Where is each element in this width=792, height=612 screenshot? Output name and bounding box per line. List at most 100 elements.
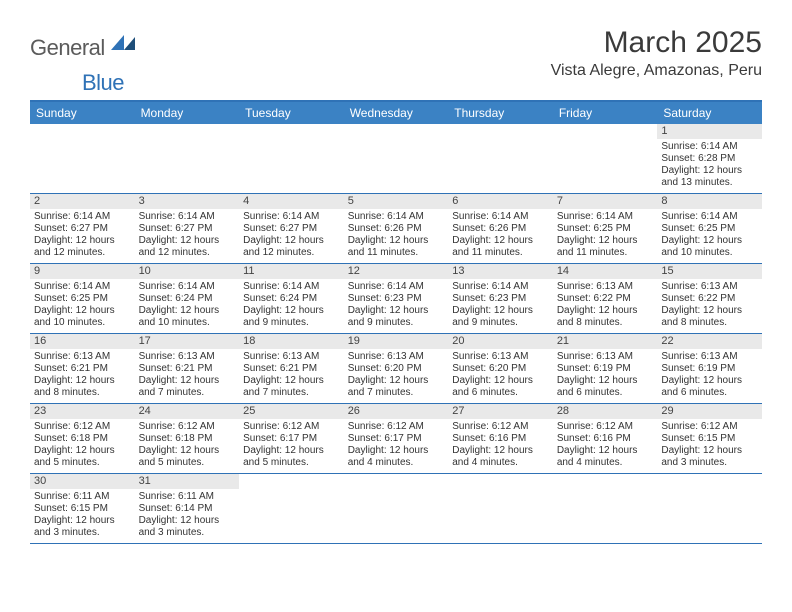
day-number: 3	[135, 194, 240, 209]
day-body: Sunrise: 6:14 AMSunset: 6:26 PMDaylight:…	[344, 209, 449, 263]
calendar-day-cell: 31Sunrise: 6:11 AMSunset: 6:14 PMDayligh…	[135, 474, 240, 544]
sunrise-text: Sunrise: 6:14 AM	[139, 281, 236, 293]
calendar-day-cell: 8Sunrise: 6:14 AMSunset: 6:25 PMDaylight…	[657, 194, 762, 264]
day-number: 1	[657, 124, 762, 139]
sunset-text: Sunset: 6:19 PM	[661, 363, 758, 375]
day-number: 18	[239, 334, 344, 349]
calendar-day-cell: 24Sunrise: 6:12 AMSunset: 6:18 PMDayligh…	[135, 404, 240, 474]
logo-text-blue: Blue	[82, 70, 124, 96]
sunrise-text: Sunrise: 6:13 AM	[661, 351, 758, 363]
sunrise-text: Sunrise: 6:14 AM	[661, 141, 758, 153]
sunset-text: Sunset: 6:23 PM	[452, 293, 549, 305]
daylight-text: Daylight: 12 hours and 5 minutes.	[139, 445, 236, 469]
calendar-day-cell: 26Sunrise: 6:12 AMSunset: 6:17 PMDayligh…	[344, 404, 449, 474]
day-body: Sunrise: 6:12 AMSunset: 6:17 PMDaylight:…	[239, 419, 344, 473]
day-number: 25	[239, 404, 344, 419]
calendar-day-cell: 3Sunrise: 6:14 AMSunset: 6:27 PMDaylight…	[135, 194, 240, 264]
sunset-text: Sunset: 6:25 PM	[34, 293, 131, 305]
calendar-day-cell: .....	[553, 124, 658, 194]
day-body: Sunrise: 6:13 AMSunset: 6:21 PMDaylight:…	[30, 349, 135, 403]
calendar-week-row: 9Sunrise: 6:14 AMSunset: 6:25 PMDaylight…	[30, 264, 762, 334]
day-number: 16	[30, 334, 135, 349]
sunset-text: Sunset: 6:16 PM	[452, 433, 549, 445]
weekday-header: Monday	[135, 102, 240, 124]
daylight-text: Daylight: 12 hours and 3 minutes.	[661, 445, 758, 469]
sunrise-text: Sunrise: 6:14 AM	[452, 281, 549, 293]
sunrise-text: Sunrise: 6:13 AM	[452, 351, 549, 363]
sunset-text: Sunset: 6:17 PM	[243, 433, 340, 445]
day-number: 4	[239, 194, 344, 209]
daylight-text: Daylight: 12 hours and 8 minutes.	[34, 375, 131, 399]
sunset-text: Sunset: 6:15 PM	[34, 503, 131, 515]
weekday-header: Friday	[553, 102, 658, 124]
calendar-day-cell: 10Sunrise: 6:14 AMSunset: 6:24 PMDayligh…	[135, 264, 240, 334]
sunrise-text: Sunrise: 6:12 AM	[348, 421, 445, 433]
sunset-text: Sunset: 6:17 PM	[348, 433, 445, 445]
day-number: 19	[344, 334, 449, 349]
sunrise-text: Sunrise: 6:12 AM	[34, 421, 131, 433]
day-number: 26	[344, 404, 449, 419]
sunset-text: Sunset: 6:28 PM	[661, 153, 758, 165]
sunset-text: Sunset: 6:18 PM	[34, 433, 131, 445]
day-body: Sunrise: 6:12 AMSunset: 6:15 PMDaylight:…	[657, 419, 762, 473]
day-number: 12	[344, 264, 449, 279]
daylight-text: Daylight: 12 hours and 5 minutes.	[243, 445, 340, 469]
calendar-day-cell: .....	[344, 124, 449, 194]
calendar-day-cell: 14Sunrise: 6:13 AMSunset: 6:22 PMDayligh…	[553, 264, 658, 334]
calendar-table: Sunday Monday Tuesday Wednesday Thursday…	[30, 102, 762, 544]
day-number: 15	[657, 264, 762, 279]
calendar-day-cell: 7Sunrise: 6:14 AMSunset: 6:25 PMDaylight…	[553, 194, 658, 264]
location-text: Vista Alegre, Amazonas, Peru	[551, 62, 762, 80]
day-number: 17	[135, 334, 240, 349]
sunset-text: Sunset: 6:16 PM	[557, 433, 654, 445]
weekday-header-row: Sunday Monday Tuesday Wednesday Thursday…	[30, 102, 762, 124]
logo: General	[30, 26, 139, 61]
day-body: Sunrise: 6:13 AMSunset: 6:19 PMDaylight:…	[553, 349, 658, 403]
weekday-header: Thursday	[448, 102, 553, 124]
day-body: Sunrise: 6:12 AMSunset: 6:16 PMDaylight:…	[448, 419, 553, 473]
daylight-text: Daylight: 12 hours and 6 minutes.	[452, 375, 549, 399]
calendar-day-cell: .....	[135, 124, 240, 194]
sunset-text: Sunset: 6:21 PM	[34, 363, 131, 375]
day-number: 27	[448, 404, 553, 419]
day-body: Sunrise: 6:12 AMSunset: 6:17 PMDaylight:…	[344, 419, 449, 473]
sunset-text: Sunset: 6:20 PM	[452, 363, 549, 375]
day-number: 5	[344, 194, 449, 209]
daylight-text: Daylight: 12 hours and 7 minutes.	[139, 375, 236, 399]
calendar-day-cell: .....	[448, 474, 553, 544]
calendar-day-cell: .....	[239, 124, 344, 194]
day-number: 13	[448, 264, 553, 279]
calendar-day-cell: 17Sunrise: 6:13 AMSunset: 6:21 PMDayligh…	[135, 334, 240, 404]
sunrise-text: Sunrise: 6:14 AM	[34, 211, 131, 223]
calendar-day-cell: 25Sunrise: 6:12 AMSunset: 6:17 PMDayligh…	[239, 404, 344, 474]
daylight-text: Daylight: 12 hours and 5 minutes.	[34, 445, 131, 469]
daylight-text: Daylight: 12 hours and 11 minutes.	[452, 235, 549, 259]
calendar-day-cell: 13Sunrise: 6:14 AMSunset: 6:23 PMDayligh…	[448, 264, 553, 334]
daylight-text: Daylight: 12 hours and 12 minutes.	[34, 235, 131, 259]
day-number: 24	[135, 404, 240, 419]
day-body: Sunrise: 6:14 AMSunset: 6:27 PMDaylight:…	[30, 209, 135, 263]
day-number: 8	[657, 194, 762, 209]
sunset-text: Sunset: 6:23 PM	[348, 293, 445, 305]
daylight-text: Daylight: 12 hours and 3 minutes.	[139, 515, 236, 539]
daylight-text: Daylight: 12 hours and 11 minutes.	[557, 235, 654, 259]
day-body: Sunrise: 6:14 AMSunset: 6:23 PMDaylight:…	[344, 279, 449, 333]
sunrise-text: Sunrise: 6:14 AM	[557, 211, 654, 223]
sunrise-text: Sunrise: 6:14 AM	[661, 211, 758, 223]
daylight-text: Daylight: 12 hours and 6 minutes.	[557, 375, 654, 399]
sunset-text: Sunset: 6:27 PM	[139, 223, 236, 235]
calendar-day-cell: 22Sunrise: 6:13 AMSunset: 6:19 PMDayligh…	[657, 334, 762, 404]
daylight-text: Daylight: 12 hours and 13 minutes.	[661, 165, 758, 189]
day-body: Sunrise: 6:12 AMSunset: 6:18 PMDaylight:…	[135, 419, 240, 473]
sunrise-text: Sunrise: 6:13 AM	[139, 351, 236, 363]
sunset-text: Sunset: 6:18 PM	[139, 433, 236, 445]
daylight-text: Daylight: 12 hours and 11 minutes.	[348, 235, 445, 259]
day-body: Sunrise: 6:14 AMSunset: 6:24 PMDaylight:…	[135, 279, 240, 333]
day-body: Sunrise: 6:14 AMSunset: 6:25 PMDaylight:…	[657, 209, 762, 263]
calendar-day-cell: 9Sunrise: 6:14 AMSunset: 6:25 PMDaylight…	[30, 264, 135, 334]
sunset-text: Sunset: 6:27 PM	[34, 223, 131, 235]
day-body: Sunrise: 6:11 AMSunset: 6:14 PMDaylight:…	[135, 489, 240, 543]
day-number: 10	[135, 264, 240, 279]
daylight-text: Daylight: 12 hours and 4 minutes.	[348, 445, 445, 469]
calendar-week-row: 23Sunrise: 6:12 AMSunset: 6:18 PMDayligh…	[30, 404, 762, 474]
